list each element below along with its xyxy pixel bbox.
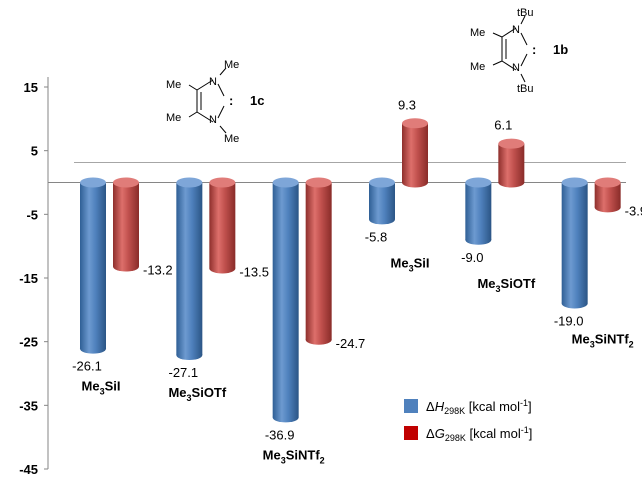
svg-text:N: N [209, 114, 217, 126]
y-tick-label: -35 [19, 398, 38, 413]
svg-text::: : [229, 93, 233, 108]
value-label-dH: -27.1 [169, 365, 199, 380]
value-label-dG: 6.1 [494, 118, 512, 133]
bar-dH [465, 177, 492, 245]
structure-1b [492, 15, 528, 83]
bar-dG [209, 177, 236, 274]
legend-label-dH: ΔH298K [kcal mol-1] [426, 398, 532, 416]
svg-text:N: N [512, 24, 520, 36]
value-label-dH: -5.8 [365, 229, 387, 244]
svg-text:tBu: tBu [517, 7, 534, 19]
svg-text:Me: Me [166, 112, 181, 124]
svg-text:Me: Me [224, 133, 239, 145]
category-labels: Me3SiI Me3SiOTf Me3SiNTf2 Me3SiI Me3SiOTf Me3… [82, 255, 634, 465]
legend-label-dG: ΔG298K [kcal mol-1] [426, 425, 532, 443]
value-labels: -26.1 -13.2 -27.1 -13.5 -36.9 -24.7 -5.8 9.3 -9.… [72, 97, 642, 442]
value-label-dH: -19.0 [554, 313, 584, 328]
bar-dH [561, 177, 588, 309]
y-tick-label: -45 [19, 462, 38, 477]
bar-dG [594, 177, 621, 213]
y-tick-label: -5 [26, 207, 38, 222]
y-tick-label: -25 [19, 335, 38, 350]
category-label: Me3SiNTf2 [572, 331, 634, 349]
bars [80, 118, 621, 423]
svg-text:1b: 1b [553, 42, 568, 57]
value-label-dG: -13.5 [239, 264, 269, 279]
svg-text:Me: Me [470, 61, 485, 73]
category-label: Me3SiOTf [477, 276, 535, 294]
value-label-dG: -3.9 [625, 203, 642, 218]
category-label: Me3SiI [391, 255, 430, 273]
bar-dG [498, 138, 525, 188]
structure-1c-labels: Me Me N N Me Me : 1c [166, 59, 264, 145]
axes: 15 5 -5 -15 -25 -35 -45 [19, 77, 626, 477]
svg-text:N: N [209, 76, 217, 88]
svg-text:tBu: tBu [517, 83, 534, 95]
value-label-dG: -13.2 [143, 263, 173, 278]
legend-swatch-dG [404, 426, 418, 440]
bar-dG [305, 177, 332, 345]
bar-dH [176, 177, 203, 361]
category-label: Me3SiI [82, 379, 121, 397]
y-tick-label: -15 [19, 271, 38, 286]
structure-1c [188, 67, 227, 134]
bar-dH [369, 177, 395, 225]
structure-1b-labels: Me Me N N tBu tBu : 1b [470, 7, 568, 95]
svg-text:Me: Me [470, 27, 485, 39]
value-label-dH: -9.0 [461, 250, 483, 265]
svg-text:Me: Me [224, 59, 239, 71]
legend-swatch-dH [404, 399, 418, 413]
bar-dG [113, 177, 139, 272]
category-label: Me3SiOTf [168, 385, 226, 403]
legend: ΔH298K [kcal mol-1] ΔG298K [kcal mol-1] [404, 398, 532, 443]
value-label-dH: -26.1 [72, 359, 102, 374]
category-label: Me3SiNTf2 [263, 447, 325, 465]
svg-text:Me: Me [166, 79, 181, 91]
svg-text::: : [532, 42, 536, 57]
value-label-dG: 9.3 [398, 97, 416, 112]
value-label-dH: -36.9 [265, 427, 295, 442]
bar-dH [80, 177, 106, 354]
bar-dG [402, 118, 428, 188]
y-tick-label: 5 [31, 144, 38, 159]
bar-dH [272, 177, 299, 423]
svg-text:N: N [512, 62, 520, 74]
y-tick-label: 15 [24, 80, 38, 95]
value-label-dG: -24.7 [336, 336, 366, 351]
svg-text:1c: 1c [250, 93, 264, 108]
